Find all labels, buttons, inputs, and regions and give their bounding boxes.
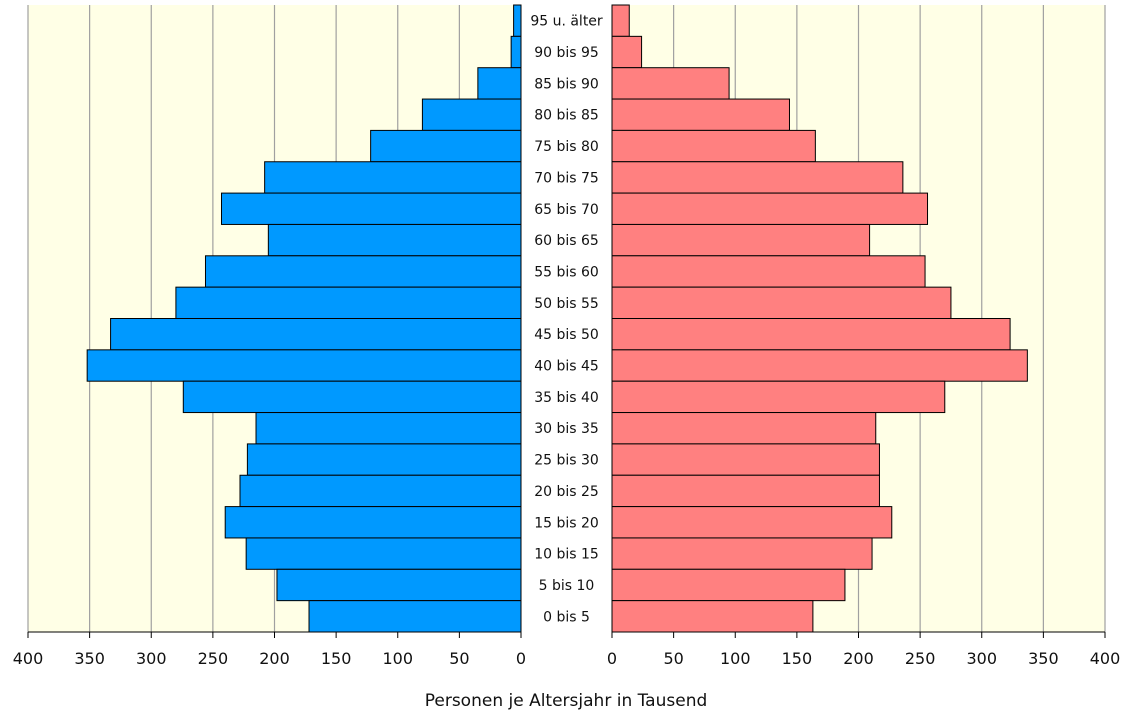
bar-left-14 (246, 443, 522, 476)
age-label-4: 75 bis 80 (534, 139, 599, 155)
right-bars (611, 4, 1028, 633)
bar-right-5 (611, 161, 904, 194)
left-tick-label-3: 250 (198, 649, 229, 668)
age-label-2: 85 bis 90 (534, 76, 599, 92)
bar-right-11 (611, 349, 1028, 382)
right-tick-label-6: 300 (966, 649, 997, 668)
age-label-11: 40 bis 45 (534, 359, 599, 375)
age-label-16: 15 bis 20 (534, 515, 599, 531)
bar-right-4 (611, 129, 816, 163)
bar-right-16 (611, 506, 893, 539)
age-label-0: 95 u. älter (530, 14, 603, 30)
bar-left-5 (264, 161, 522, 194)
right-tick-label-5: 250 (905, 649, 936, 668)
bar-right-17 (611, 537, 873, 570)
bar-right-10 (611, 318, 1011, 351)
age-label-3: 80 bis 85 (534, 108, 599, 124)
bar-left-19 (308, 600, 522, 633)
bar-left-1 (510, 35, 522, 69)
right-tick-label-8: 400 (1090, 649, 1121, 668)
right-tick-label-2: 100 (720, 649, 751, 668)
bar-right-2 (611, 67, 730, 100)
bar-left-0 (513, 4, 522, 37)
left-tick-label-1: 350 (74, 649, 105, 668)
left-tick-label-4: 200 (259, 649, 290, 668)
bar-left-11 (86, 349, 522, 382)
age-label-18: 5 bis 10 (539, 578, 595, 594)
left-tick-label-5: 150 (321, 649, 352, 668)
bar-right-1 (611, 35, 643, 69)
right-tick-label-4: 200 (843, 649, 874, 668)
bar-right-7 (611, 223, 871, 257)
bar-left-17 (245, 537, 522, 570)
bar-right-0 (611, 4, 630, 37)
bar-right-12 (611, 380, 946, 414)
bar-right-18 (611, 568, 846, 602)
left-tick-label-6: 100 (382, 649, 413, 668)
right-tick-label-0: 0 (607, 649, 617, 668)
age-label-9: 50 bis 55 (534, 296, 599, 312)
age-label-19: 0 bis 5 (543, 609, 590, 625)
bar-right-6 (611, 192, 929, 225)
left-tick-label-2: 300 (136, 649, 167, 668)
age-label-6: 65 bis 70 (534, 202, 599, 218)
age-label-10: 45 bis 50 (534, 327, 599, 343)
bar-left-12 (182, 380, 522, 414)
age-label-12: 35 bis 40 (534, 390, 599, 406)
age-group-labels: 95 u. älter 90 bis 95 85 bis 90 80 bis 85 75… (530, 14, 603, 626)
age-label-14: 25 bis 30 (534, 453, 599, 469)
left-x-axis: 400 350 300 250 200 150 100 50 0 (13, 631, 526, 668)
bar-left-16 (224, 506, 522, 539)
bar-left-3 (421, 98, 522, 131)
bar-left-6 (221, 192, 522, 225)
bar-right-14 (611, 443, 880, 476)
bar-right-19 (611, 600, 814, 633)
age-label-13: 30 bis 35 (534, 421, 599, 437)
age-label-17: 10 bis 15 (534, 547, 599, 563)
bar-left-13 (255, 412, 522, 445)
bar-left-8 (204, 255, 522, 288)
left-tick-label-0: 400 (13, 649, 44, 668)
right-tick-label-7: 350 (1028, 649, 1059, 668)
right-x-axis: 0 50 100 150 200 250 300 350 400 (607, 631, 1121, 668)
left-tick-label-7: 50 (449, 649, 469, 668)
right-tick-label-3: 150 (782, 649, 813, 668)
age-label-5: 70 bis 75 (534, 170, 599, 186)
bar-right-8 (611, 255, 926, 288)
age-label-15: 20 bis 25 (534, 484, 599, 500)
right-tick-label-1: 50 (663, 649, 683, 668)
x-axis-title: Personen je Altersjahr in Tausend (425, 691, 708, 711)
bar-left-2 (477, 67, 522, 100)
bar-right-13 (611, 412, 877, 445)
bar-left-9 (175, 286, 522, 319)
left-tick-label-8: 0 (516, 649, 526, 668)
bar-left-4 (370, 129, 522, 163)
left-bars (86, 4, 522, 633)
bar-right-9 (611, 286, 952, 319)
bar-right-15 (611, 474, 880, 508)
age-label-7: 60 bis 65 (534, 233, 599, 249)
bar-right-3 (611, 98, 790, 131)
age-label-8: 55 bis 60 (534, 264, 599, 280)
bar-left-18 (276, 568, 522, 602)
bar-left-10 (110, 318, 522, 351)
age-label-1: 90 bis 95 (534, 45, 599, 61)
bar-left-15 (239, 474, 522, 508)
bar-left-7 (267, 223, 522, 257)
